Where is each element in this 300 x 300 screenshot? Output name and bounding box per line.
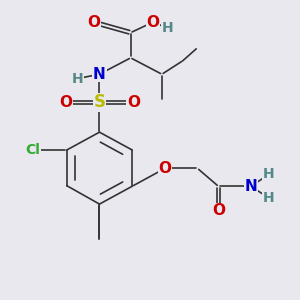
Text: Cl: Cl <box>25 143 40 157</box>
Text: N: N <box>245 179 257 194</box>
Text: S: S <box>94 93 106 111</box>
Text: O: O <box>87 15 100 30</box>
Text: H: H <box>162 21 174 35</box>
Text: H: H <box>263 167 275 182</box>
Text: H: H <box>263 191 275 205</box>
Text: O: O <box>59 95 72 110</box>
Text: O: O <box>212 203 225 218</box>
Text: O: O <box>146 15 160 30</box>
Text: O: O <box>158 161 171 176</box>
Text: N: N <box>93 67 106 82</box>
Text: O: O <box>127 95 140 110</box>
Text: H: H <box>71 72 83 86</box>
